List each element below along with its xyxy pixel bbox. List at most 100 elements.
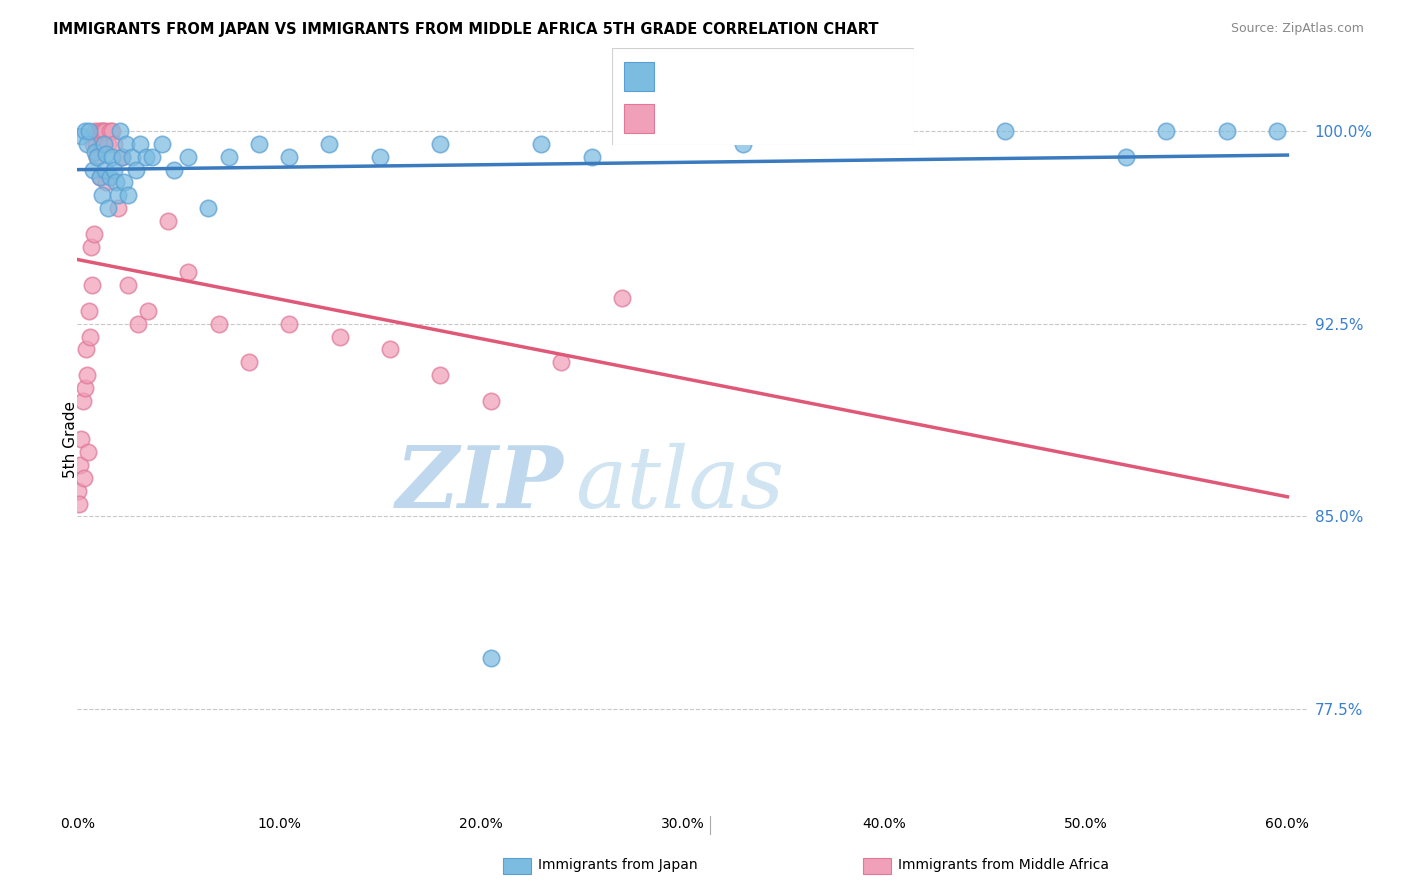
- Point: [114, 136, 136, 151]
- Point: [97, 136, 120, 151]
- Point: [80, 240, 103, 254]
- Point: [79, 304, 101, 318]
- Point: [86, 150, 108, 164]
- Point: [84, 124, 107, 138]
- Point: [83, 227, 105, 241]
- Point: [82, 278, 104, 293]
- Point: [89, 136, 111, 151]
- Point: [94, 147, 117, 161]
- Point: [177, 150, 200, 164]
- Point: [84, 145, 107, 159]
- Text: Source: ZipAtlas.com: Source: ZipAtlas.com: [1230, 22, 1364, 36]
- Text: ZIP: ZIP: [395, 442, 564, 525]
- Point: [97, 201, 120, 215]
- Point: [207, 317, 229, 331]
- Point: [651, 124, 673, 138]
- Text: N =: N =: [780, 110, 814, 125]
- Point: [550, 355, 572, 369]
- Point: [89, 170, 111, 185]
- Point: [70, 432, 93, 446]
- Point: [610, 291, 633, 305]
- Point: [136, 304, 159, 318]
- Text: Immigrants from Middle Africa: Immigrants from Middle Africa: [898, 858, 1109, 872]
- Point: [581, 150, 603, 164]
- Point: [73, 471, 96, 485]
- Point: [994, 124, 1017, 138]
- Point: [69, 458, 91, 472]
- Point: [328, 329, 350, 343]
- Point: [238, 355, 260, 369]
- Bar: [624, 104, 654, 133]
- Text: R =: R =: [666, 110, 699, 125]
- Point: [731, 136, 754, 151]
- Text: IMMIGRANTS FROM JAPAN VS IMMIGRANTS FROM MIDDLE AFRICA 5TH GRADE CORRELATION CHA: IMMIGRANTS FROM JAPAN VS IMMIGRANTS FROM…: [53, 22, 879, 37]
- Point: [100, 124, 122, 138]
- Text: R =: R =: [666, 70, 699, 85]
- Point: [79, 329, 101, 343]
- Point: [150, 136, 173, 151]
- Point: [479, 650, 502, 665]
- Point: [76, 368, 98, 383]
- Point: [111, 150, 134, 164]
- Point: [103, 136, 125, 151]
- Point: [93, 124, 115, 138]
- Point: [67, 496, 90, 510]
- Bar: [624, 62, 654, 91]
- Point: [100, 150, 122, 164]
- Point: [1216, 124, 1239, 138]
- Point: [107, 201, 129, 215]
- Point: [378, 343, 401, 357]
- Point: [103, 162, 125, 177]
- Point: [82, 136, 104, 151]
- Point: [117, 278, 139, 293]
- Point: [108, 124, 131, 138]
- Point: [121, 150, 143, 164]
- Point: [75, 343, 97, 357]
- Point: [218, 150, 240, 164]
- Point: [479, 393, 502, 408]
- Point: [1156, 124, 1178, 138]
- Point: [91, 124, 114, 138]
- Point: [278, 150, 301, 164]
- Point: [70, 129, 93, 144]
- Text: atlas: atlas: [575, 442, 785, 525]
- Point: [94, 176, 117, 190]
- Point: [368, 150, 391, 164]
- Point: [163, 162, 186, 177]
- Point: [76, 136, 98, 151]
- Point: [79, 124, 101, 138]
- Point: [247, 136, 270, 151]
- Point: [98, 170, 121, 185]
- Point: [93, 136, 115, 151]
- Text: 0.016: 0.016: [703, 70, 745, 85]
- Point: [429, 136, 451, 151]
- Point: [86, 136, 108, 151]
- Y-axis label: 5th Grade: 5th Grade: [63, 401, 77, 478]
- Point: [86, 150, 108, 164]
- Point: [1115, 150, 1137, 164]
- Point: [1265, 124, 1288, 138]
- Point: [104, 176, 127, 190]
- Point: [67, 483, 90, 498]
- Text: 49: 49: [820, 70, 839, 85]
- Point: [112, 176, 135, 190]
- FancyBboxPatch shape: [612, 48, 914, 145]
- Point: [89, 170, 111, 185]
- Point: [429, 368, 451, 383]
- Point: [90, 188, 112, 202]
- Point: [128, 136, 150, 151]
- Point: [530, 136, 553, 151]
- Point: [127, 317, 149, 331]
- Point: [157, 214, 180, 228]
- Point: [75, 124, 97, 138]
- Point: [93, 136, 115, 151]
- Point: [117, 188, 139, 202]
- Point: [141, 150, 163, 164]
- Point: [318, 136, 340, 151]
- Point: [873, 124, 896, 138]
- Point: [111, 150, 134, 164]
- Point: [125, 162, 148, 177]
- Point: [98, 124, 121, 138]
- Point: [77, 445, 100, 459]
- Text: 47: 47: [820, 110, 839, 125]
